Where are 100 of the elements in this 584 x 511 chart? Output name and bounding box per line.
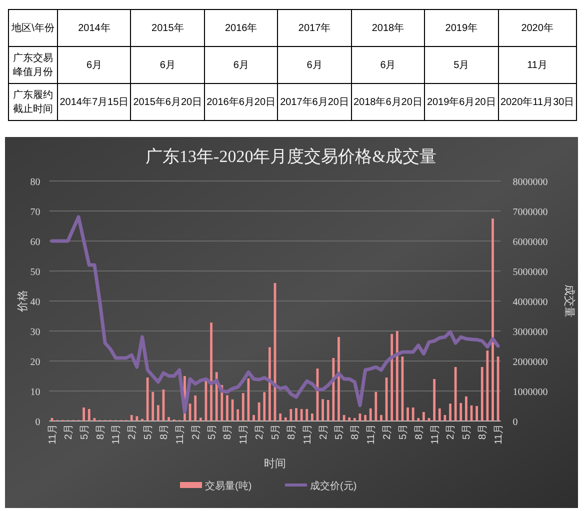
bar	[492, 218, 494, 421]
y-tick-label: 10	[30, 387, 40, 398]
y2-tick-label: 5000000	[512, 267, 548, 278]
bar	[210, 322, 212, 421]
y2-tick-label: 6000000	[512, 237, 548, 248]
text: 2016年6月20日	[204, 84, 278, 120]
bar	[348, 417, 351, 421]
bar	[464, 396, 468, 421]
bar	[374, 392, 378, 421]
y2-tick-label: 2000000	[512, 357, 548, 368]
y-tick-label: 0	[35, 417, 40, 428]
x-axis-title: 时间	[264, 457, 286, 470]
x-tick-label: 5月	[206, 424, 218, 440]
bar	[263, 392, 266, 421]
bar	[338, 337, 340, 421]
x-tick-label: 8月	[222, 424, 234, 440]
x-tick-label: 5月	[334, 424, 346, 440]
x-tick-label: 2月	[190, 424, 202, 440]
text: 2019年6月20日	[424, 84, 498, 120]
bar	[236, 409, 240, 421]
y2-tick-label: 7000000	[512, 207, 548, 218]
bar	[82, 408, 86, 421]
x-tick-label: 2月	[382, 424, 394, 440]
bar	[156, 405, 160, 421]
bar	[396, 331, 398, 421]
legend-label: 交易量(吨)	[205, 480, 252, 492]
y-tick-label: 30	[30, 327, 40, 338]
bar	[88, 409, 90, 421]
bar	[199, 418, 202, 421]
bar	[194, 396, 197, 421]
bar	[152, 392, 154, 421]
bar	[412, 408, 414, 421]
line-series	[50, 215, 500, 414]
text: 6月	[278, 46, 352, 84]
bar	[93, 418, 96, 421]
x-tick-label: 11月	[47, 424, 58, 444]
y2-tick-label: 0	[512, 417, 518, 428]
text: 2015年6月20日	[130, 84, 204, 120]
bar	[310, 414, 314, 421]
bar	[444, 415, 446, 421]
bar	[422, 412, 425, 421]
x-tick-label: 8月	[95, 424, 106, 440]
y2-tick-label: 1000000	[512, 387, 548, 398]
x-tick-label: 11月	[174, 424, 186, 444]
y-axis-title: 价格	[17, 290, 29, 313]
bar	[168, 417, 170, 421]
text: 2020年11月30日	[498, 84, 576, 120]
y-tick-label: 20	[30, 357, 40, 368]
x-tick-label: 11月	[366, 424, 378, 444]
x-tick-label: 2月	[63, 424, 74, 440]
bar	[486, 350, 489, 421]
bar	[417, 418, 420, 421]
text: 11月	[498, 46, 576, 84]
bar	[130, 415, 133, 421]
text: 2019年	[424, 10, 498, 46]
y2-tick-label: 4000000	[512, 297, 548, 308]
text: 2017年	[278, 10, 352, 46]
text: 2018年6月20日	[351, 84, 425, 120]
y2-axis-title: 成交量	[563, 284, 576, 318]
text: 2020年	[498, 10, 576, 46]
bar	[295, 408, 298, 421]
text: 6月	[351, 46, 425, 84]
bar	[306, 409, 308, 421]
x-tick-label: 5月	[79, 424, 90, 440]
x-tick-label: 5月	[462, 424, 473, 440]
x-tick-label: 8月	[478, 424, 489, 440]
bar	[242, 393, 244, 421]
bar	[438, 408, 441, 421]
bar	[480, 367, 484, 421]
text: 2015年	[130, 10, 204, 46]
text: 地区\年份	[8, 10, 58, 46]
bar	[290, 409, 292, 421]
text: 2017年6月20日	[278, 84, 352, 120]
x-tick-label: 2月	[127, 424, 138, 440]
bar	[226, 395, 228, 421]
text: 6月	[130, 46, 204, 84]
bar	[369, 408, 372, 421]
bar	[279, 414, 282, 421]
bar	[454, 367, 457, 421]
x-tick-label: 8月	[158, 424, 170, 440]
x-tick-label: 11月	[494, 424, 505, 444]
x-tick-label: 2月	[318, 424, 330, 440]
bar	[406, 408, 409, 421]
y-tick-label: 80	[30, 177, 40, 188]
bar	[258, 402, 260, 421]
x-tick-label: 8月	[350, 424, 362, 440]
y2-tick-label: 8000000	[512, 177, 548, 188]
chart-title: 广东13年-2020年月度交易价格&成交量	[146, 147, 436, 166]
x-tick-label: 8月	[286, 424, 298, 440]
bar	[364, 415, 366, 421]
y-tick-label: 40	[30, 297, 40, 308]
x-tick-label: 5月	[398, 424, 409, 440]
x-tick-label: 2月	[446, 424, 457, 440]
x-tick-label: 5月	[143, 424, 154, 440]
y-tick-label: 50	[30, 267, 40, 278]
bar	[268, 347, 271, 421]
bar	[460, 403, 462, 421]
text: 6月	[58, 46, 131, 84]
text: 2018年	[351, 10, 425, 46]
text: 2014年7月15日	[58, 84, 131, 120]
